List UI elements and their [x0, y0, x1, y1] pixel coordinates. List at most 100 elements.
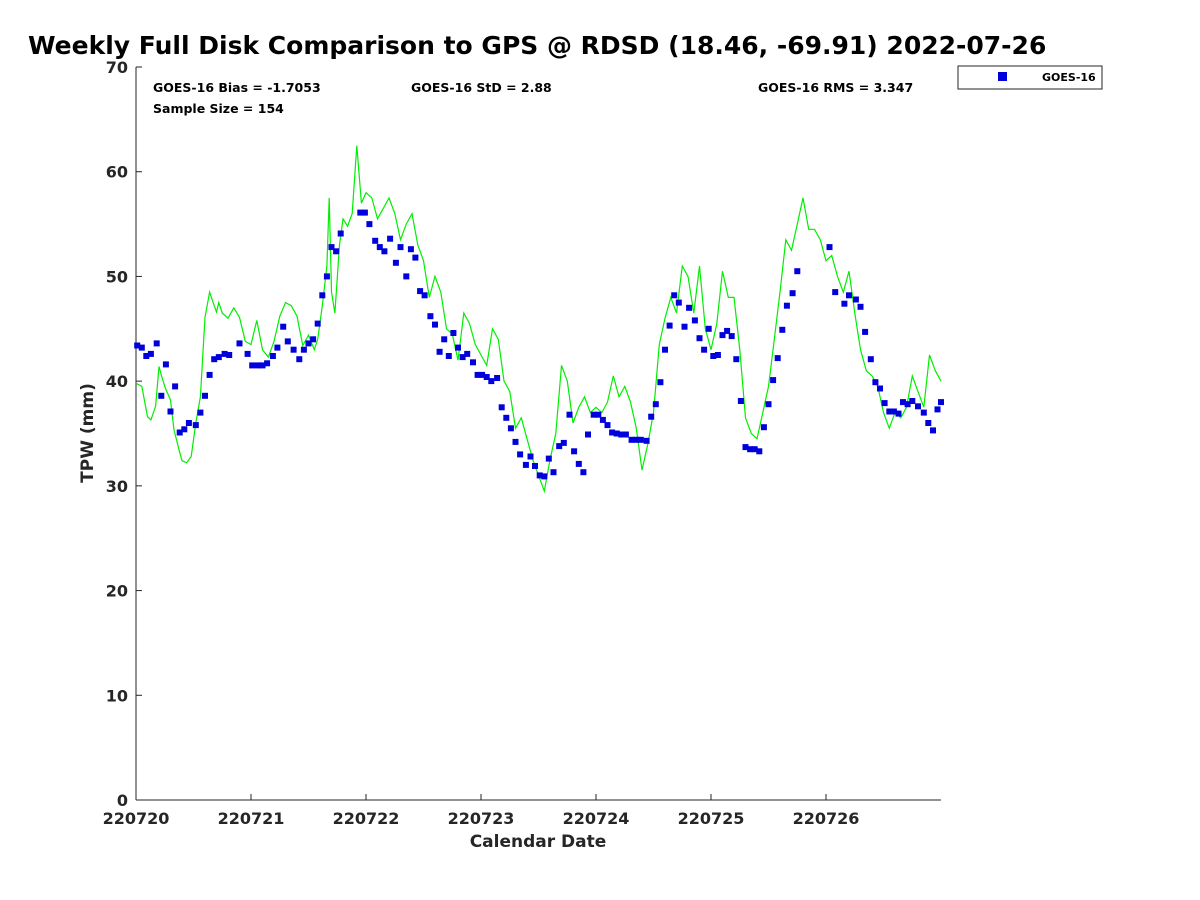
goes16-point [162, 361, 169, 368]
goes16-point [494, 375, 501, 381]
y-tick-label: 30 [106, 477, 128, 496]
legend-box [957, 65, 1103, 90]
goes16-point [361, 209, 368, 216]
x-tick-label: 220724 [563, 809, 630, 828]
goes16-point [747, 446, 754, 453]
goes16-point [249, 362, 256, 369]
x-tick-label: 220723 [448, 809, 515, 828]
goes16-point [134, 342, 141, 349]
goes16-point [756, 448, 763, 455]
goes16-point [236, 340, 243, 347]
goes16-point [445, 353, 452, 359]
goes16-point [872, 379, 879, 386]
goes16-point [751, 446, 758, 453]
x-tick-label: 220720 [103, 809, 170, 828]
goes16-point [852, 296, 859, 303]
goes16-point [604, 422, 611, 429]
chart-title: Weekly Full Disk Comparison to GPS @ RDS… [28, 31, 1046, 60]
goes16-point [789, 290, 796, 297]
plot-background [136, 67, 941, 800]
bias-stat: GOES-16 Bias = -1.7053 [153, 80, 321, 95]
x-axis-label: Calendar Date [470, 832, 607, 852]
goes16-point [794, 268, 801, 275]
goes16-point [296, 356, 303, 363]
goes16-point [432, 321, 438, 328]
goes16-point [221, 350, 228, 357]
goes16-point [202, 392, 208, 399]
goes16-point [464, 350, 471, 357]
goes16-point [857, 303, 864, 310]
goes16-point [760, 424, 767, 431]
goes16-point [719, 332, 726, 339]
goes16-point [618, 431, 625, 438]
goes16-point [138, 344, 145, 351]
goes16-point [483, 374, 490, 380]
goes16-point [215, 354, 222, 361]
goes16-point [765, 401, 772, 408]
goes16-point [560, 439, 567, 446]
goes16-point [877, 385, 883, 392]
plot-area [135, 67, 941, 801]
goes16-point [643, 437, 650, 444]
goes16-point [319, 292, 326, 299]
goes16-point [900, 399, 906, 406]
legend: GOES-16 [957, 65, 1103, 90]
goes16-point [259, 362, 266, 369]
goes16-point [671, 292, 678, 299]
y-tick-label: 20 [106, 582, 128, 601]
y-tick-label: 50 [106, 267, 128, 286]
goes16-point [585, 431, 591, 438]
goes16-point [474, 371, 481, 378]
goes16-point [846, 292, 852, 299]
goes16-point [333, 248, 340, 255]
goes16-point [934, 406, 941, 413]
goes16-point [158, 392, 165, 399]
goes16-point [862, 328, 869, 335]
y-axis-label: TPW (mm) [78, 383, 98, 483]
goes16-point [728, 333, 735, 340]
x-tick-label: 220726 [793, 809, 860, 828]
goes16-point [890, 408, 897, 415]
goes16-point [590, 411, 597, 418]
goes16-point [372, 237, 379, 244]
goes16-point [724, 327, 731, 334]
y-tick-label: 0 [117, 791, 128, 810]
sample-size-stat: Sample Size = 154 [153, 101, 284, 116]
goes16-point [637, 436, 644, 443]
goes16-point [450, 330, 457, 336]
goes16-point [244, 350, 251, 357]
goes16-point [633, 436, 640, 443]
goes16-point [930, 427, 936, 434]
goes16-point [470, 359, 476, 366]
goes16-point [686, 304, 693, 311]
goes16-point [886, 408, 893, 415]
x-tick-label: 220721 [218, 809, 285, 828]
goes16-point [681, 323, 688, 330]
goes16-point [774, 355, 781, 362]
goes16-point [427, 313, 434, 320]
goes16-point [904, 401, 911, 408]
goes16-point [147, 350, 154, 357]
goes16-point [314, 320, 321, 327]
goes16-point [376, 244, 383, 251]
goes16-point [571, 448, 578, 455]
goes16-point [226, 352, 233, 358]
goes16-point [532, 463, 538, 469]
goes16-point [652, 401, 659, 408]
goes16-point [657, 379, 664, 386]
goes16-point [274, 344, 281, 351]
goes16-point [613, 430, 620, 437]
goes16-point [337, 230, 344, 237]
goes16-point [185, 420, 192, 426]
goes16-point [527, 453, 534, 460]
goes16-point [488, 378, 495, 385]
goes16-point [403, 273, 410, 280]
goes16-point [503, 414, 510, 421]
goes16-point [691, 317, 698, 324]
y-ticks: 0 10 20 30 40 50 60 70 [106, 58, 142, 810]
goes16-point [387, 235, 394, 242]
goes16-point [938, 399, 944, 406]
goes16-point [622, 431, 629, 438]
rms-stat: GOES-16 RMS = 3.347 [758, 80, 913, 95]
goes16-point [696, 335, 703, 342]
